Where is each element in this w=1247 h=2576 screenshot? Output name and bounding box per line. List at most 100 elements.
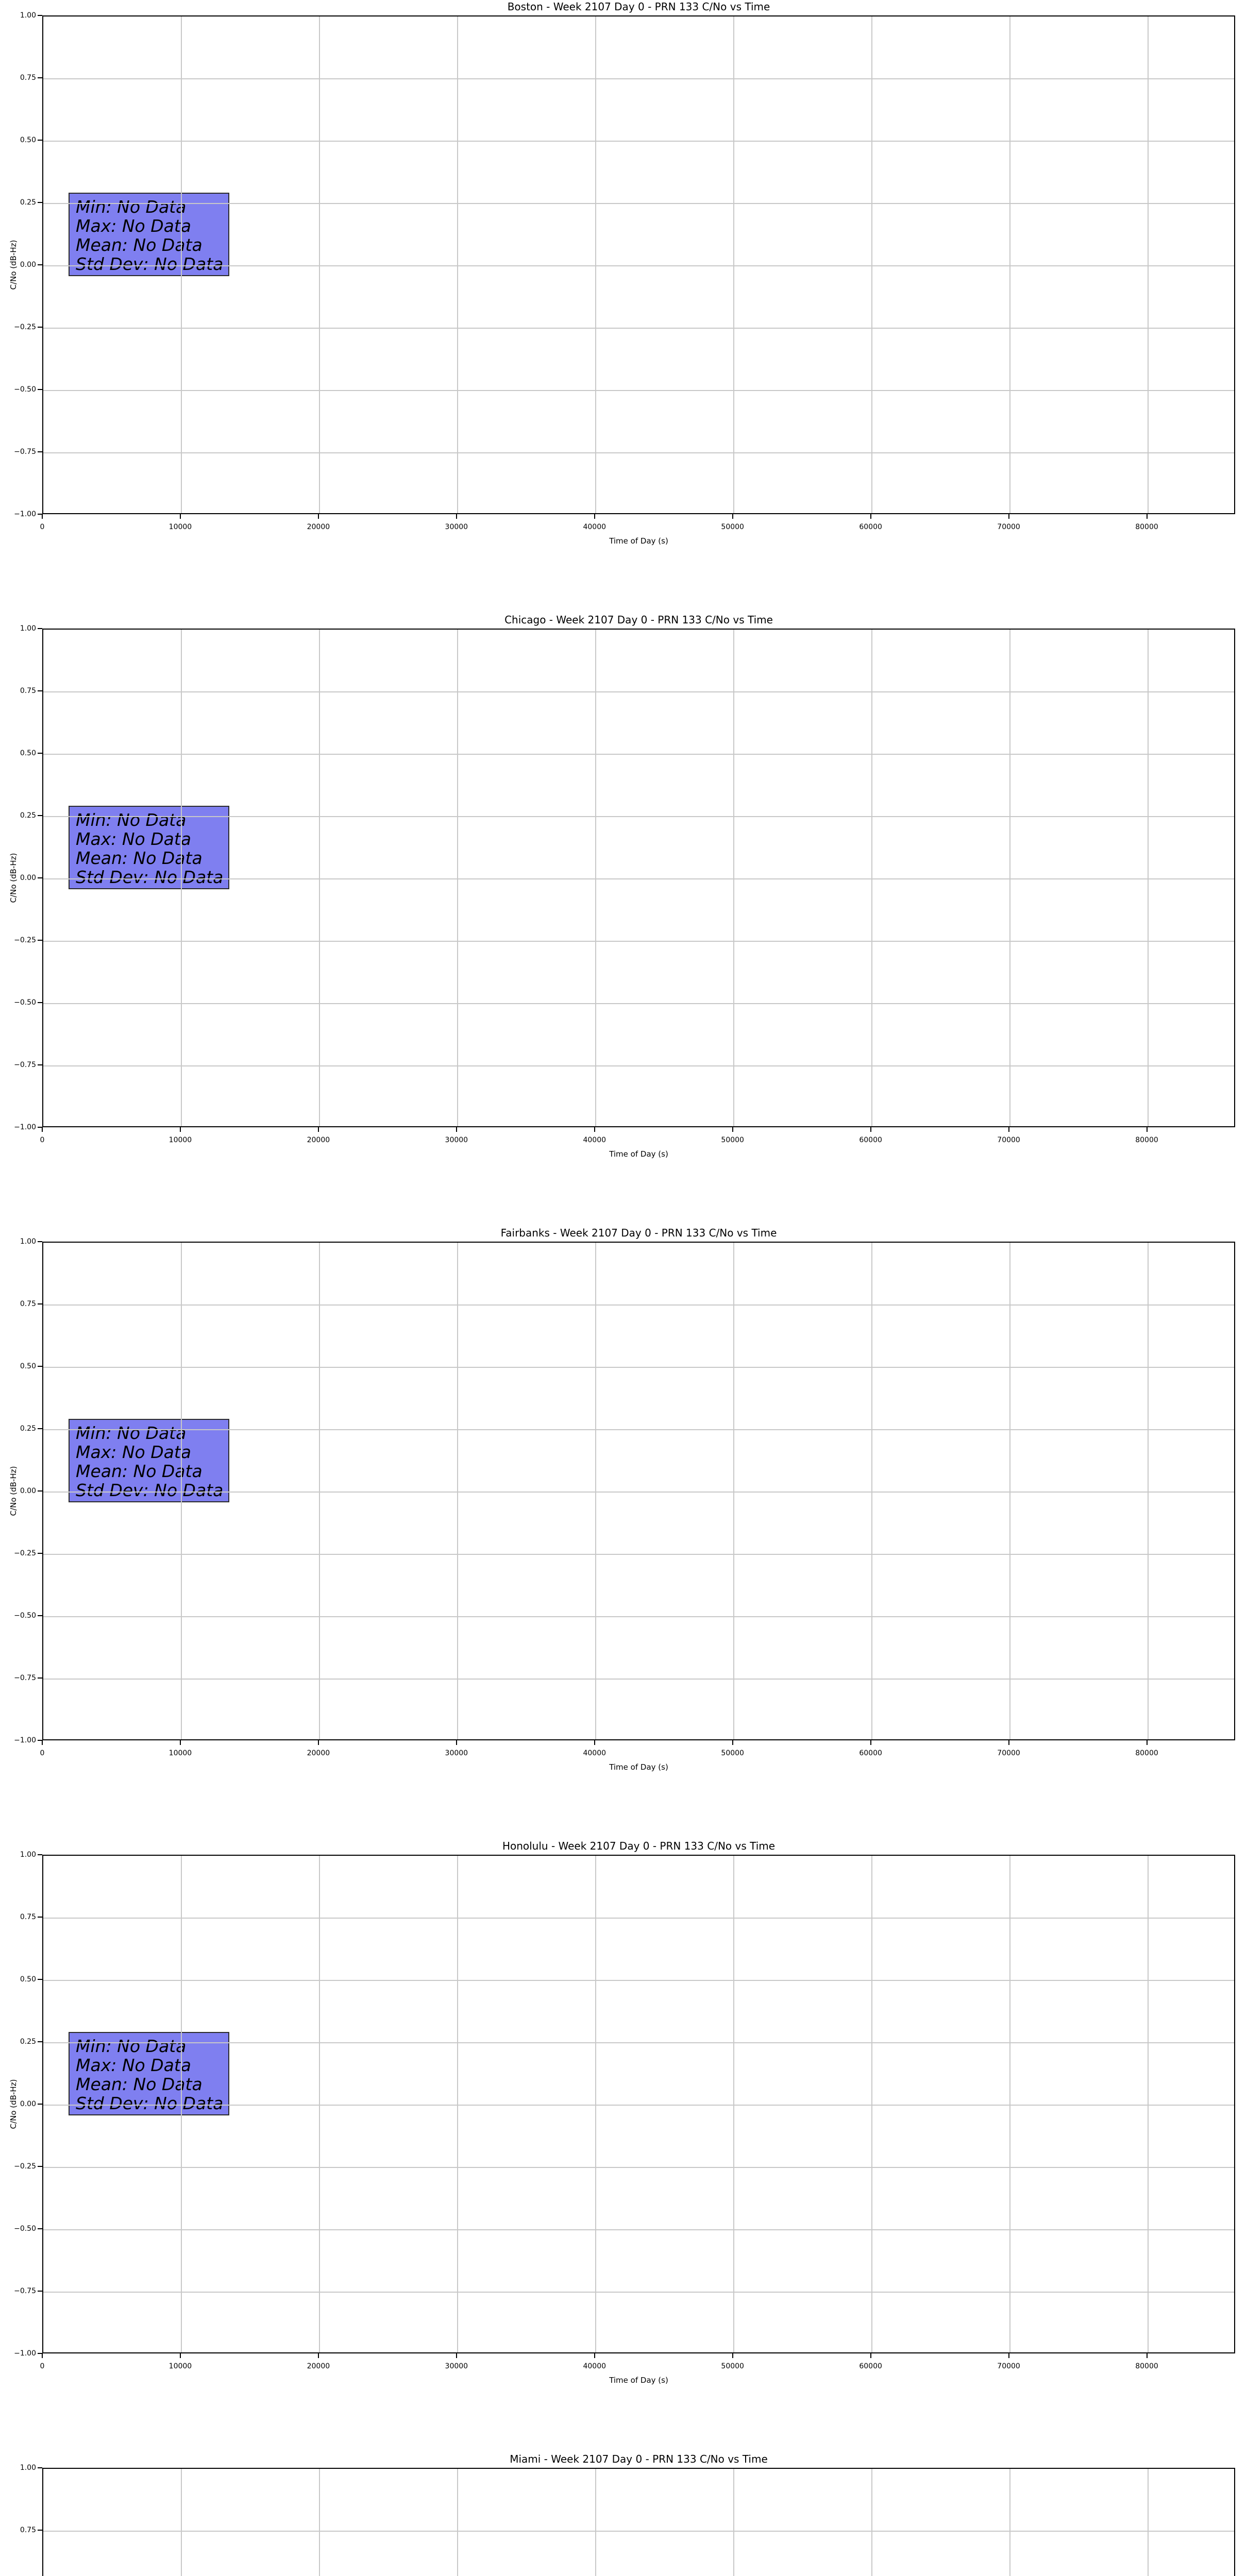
x-tick-mark	[42, 2353, 43, 2358]
y-tick-mark	[38, 2467, 42, 2468]
grid-line-horizontal	[43, 2292, 1234, 2293]
y-tick-mark	[38, 2041, 42, 2042]
grid-line-horizontal	[43, 1003, 1234, 1004]
x-tick-label: 60000	[859, 1749, 882, 1757]
y-tick-mark	[38, 202, 42, 203]
x-tick-label: 0	[40, 1749, 45, 1757]
stats-annotation-box: Min: No Data Max: No Data Mean: No Data …	[69, 2032, 229, 2115]
stat-stddev: Std Dev: No Data	[76, 254, 224, 274]
x-tick-label: 30000	[445, 523, 468, 531]
y-tick-label: 0.75	[20, 1300, 36, 1308]
stat-stddev: Std Dev: No Data	[76, 867, 224, 887]
y-tick-mark	[38, 2291, 42, 2292]
y-tick-label: −1.00	[14, 510, 36, 518]
y-tick-label: −0.25	[14, 323, 36, 331]
x-tick-label: 0	[40, 523, 45, 531]
y-tick-label: −1.00	[14, 1123, 36, 1131]
x-tick-mark	[1008, 1127, 1009, 1132]
chart-title: Boston - Week 2107 Day 0 - PRN 133 C/No …	[507, 1, 770, 13]
y-tick-mark	[38, 1127, 42, 1128]
grid-line-vertical	[180, 1243, 182, 1739]
y-tick-mark	[38, 940, 42, 941]
stat-mean: Mean: No Data	[76, 2074, 203, 2094]
grid-line-vertical	[1147, 1856, 1149, 2352]
stat-mean: Mean: No Data	[76, 848, 203, 868]
x-tick-mark	[456, 1127, 457, 1132]
y-tick-mark	[38, 1553, 42, 1554]
x-tick-label: 30000	[445, 1749, 468, 1757]
x-tick-label: 70000	[997, 523, 1020, 531]
grid-line-vertical	[318, 1856, 320, 2352]
x-axis-label: Time of Day (s)	[609, 1762, 668, 1772]
chart-title: Chicago - Week 2107 Day 0 - PRN 133 C/No…	[504, 614, 773, 626]
y-tick-mark	[38, 1490, 42, 1492]
grid-line-horizontal	[43, 2042, 1234, 2043]
grid-line-horizontal	[43, 1554, 1234, 1555]
stat-max: Max: No Data	[76, 829, 191, 849]
y-tick-label: 0.50	[20, 1975, 36, 1984]
chart-boston: Boston - Week 2107 Day 0 - PRN 133 C/No …	[0, 0, 1247, 613]
x-tick-label: 20000	[307, 1749, 330, 1757]
x-tick-mark	[870, 514, 871, 519]
grid-line-vertical	[318, 16, 320, 513]
x-tick-label: 0	[40, 2362, 45, 2370]
grid-line-horizontal	[43, 1304, 1234, 1306]
y-tick-mark	[38, 1740, 42, 1741]
plot-area: Min: No Data Max: No Data Mean: No Data …	[42, 1855, 1235, 2353]
grid-line-vertical	[871, 1856, 872, 2352]
x-tick-mark	[1008, 514, 1009, 519]
x-tick-mark	[594, 1127, 595, 1132]
grid-line-horizontal	[43, 203, 1234, 204]
x-tick-mark	[456, 1740, 457, 1745]
x-tick-label: 10000	[168, 2362, 192, 2370]
y-tick-label: 1.00	[20, 1851, 36, 1859]
x-tick-label: 40000	[583, 2362, 606, 2370]
grid-line-horizontal	[43, 2105, 1234, 2106]
y-tick-mark	[38, 514, 42, 515]
grid-line-vertical	[595, 16, 596, 513]
y-tick-mark	[38, 628, 42, 629]
y-tick-mark	[38, 1303, 42, 1304]
chart-miami: Miami - Week 2107 Day 0 - PRN 133 C/No v…	[0, 2452, 1247, 2576]
y-tick-label: 0.00	[20, 874, 36, 882]
y-tick-label: 0.25	[20, 1425, 36, 1433]
stat-max: Max: No Data	[76, 216, 191, 236]
y-tick-mark	[38, 1917, 42, 1918]
grid-line-vertical	[1009, 1243, 1010, 1739]
y-tick-label: −0.50	[14, 2225, 36, 2233]
y-tick-mark	[38, 2353, 42, 2354]
y-tick-mark	[38, 77, 42, 78]
grid-line-horizontal	[43, 2167, 1234, 2168]
y-tick-label: −1.00	[14, 1736, 36, 1744]
x-tick-label: 30000	[445, 2362, 468, 2370]
y-tick-label: −0.25	[14, 936, 36, 944]
x-tick-mark	[42, 514, 43, 519]
stat-min: Min: No Data	[76, 1423, 187, 1443]
y-tick-mark	[38, 1241, 42, 1242]
x-tick-mark	[732, 1127, 733, 1132]
x-tick-label: 80000	[1135, 2362, 1158, 2370]
stat-mean: Mean: No Data	[76, 1461, 203, 1481]
grid-line-vertical	[457, 1243, 458, 1739]
stats-annotation-box: Min: No Data Max: No Data Mean: No Data …	[69, 193, 229, 276]
x-tick-mark	[317, 2353, 319, 2358]
y-tick-mark	[38, 2104, 42, 2105]
y-tick-mark	[38, 389, 42, 390]
x-tick-label: 20000	[307, 1136, 330, 1144]
x-tick-mark	[1146, 2353, 1148, 2358]
x-tick-label: 80000	[1135, 1749, 1158, 1757]
y-tick-label: 1.00	[20, 624, 36, 633]
y-tick-label: −0.50	[14, 385, 36, 394]
stat-stddev: Std Dev: No Data	[76, 2093, 224, 2113]
y-tick-mark	[38, 815, 42, 816]
grid-line-vertical	[1009, 1856, 1010, 2352]
y-tick-label: −0.50	[14, 1612, 36, 1620]
grid-line-vertical	[871, 2469, 872, 2576]
y-tick-label: −1.00	[14, 2349, 36, 2358]
grid-line-vertical	[871, 16, 872, 513]
y-tick-mark	[38, 15, 42, 16]
y-tick-mark	[38, 451, 42, 452]
y-tick-label: 0.75	[20, 1913, 36, 1921]
x-tick-mark	[1008, 1740, 1009, 1745]
grid-line-vertical	[180, 2469, 182, 2576]
